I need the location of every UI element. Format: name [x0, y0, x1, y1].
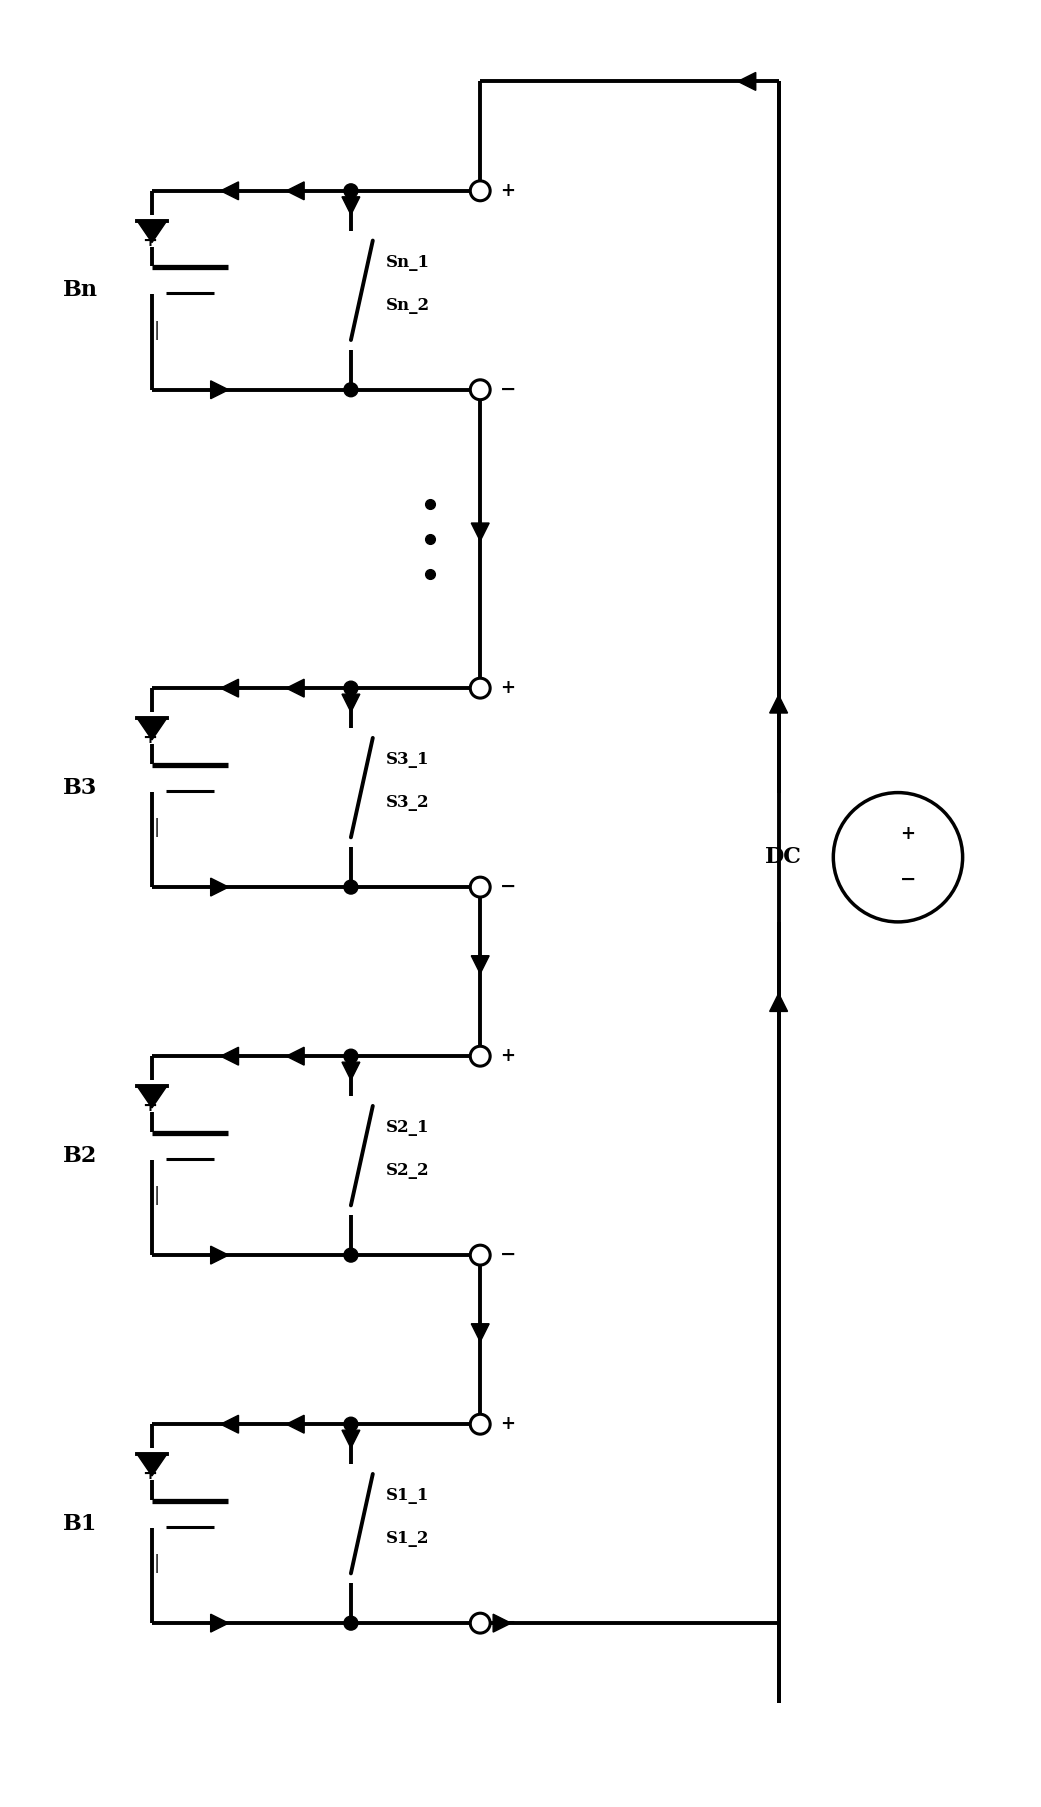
Polygon shape: [472, 522, 489, 540]
Circle shape: [344, 1417, 358, 1431]
Polygon shape: [286, 1415, 304, 1433]
Text: |: |: [154, 1185, 160, 1205]
Polygon shape: [137, 717, 167, 739]
Text: +: +: [500, 1415, 515, 1433]
Text: +: +: [143, 728, 157, 746]
Polygon shape: [493, 1614, 511, 1632]
Text: S2_1: S2_1: [386, 1119, 429, 1137]
Circle shape: [344, 184, 358, 197]
Polygon shape: [472, 1325, 489, 1341]
Text: −: −: [500, 1614, 516, 1632]
Circle shape: [344, 1249, 358, 1261]
Polygon shape: [341, 1429, 360, 1447]
Text: −: −: [500, 1247, 516, 1265]
Text: |: |: [154, 819, 160, 837]
Circle shape: [471, 181, 490, 201]
Circle shape: [344, 1050, 358, 1063]
Text: |: |: [154, 1554, 160, 1572]
Polygon shape: [286, 1048, 304, 1064]
Polygon shape: [137, 1455, 167, 1476]
Polygon shape: [137, 1086, 167, 1108]
Text: +: +: [500, 679, 515, 698]
Text: +: +: [900, 826, 915, 844]
Text: −: −: [500, 381, 516, 399]
Polygon shape: [341, 1063, 360, 1081]
Text: B3: B3: [64, 777, 98, 799]
Polygon shape: [286, 183, 304, 201]
Text: −: −: [500, 878, 516, 896]
Circle shape: [471, 876, 490, 896]
Polygon shape: [769, 994, 788, 1012]
Text: B2: B2: [64, 1144, 98, 1167]
Circle shape: [471, 1415, 490, 1435]
Circle shape: [834, 793, 963, 922]
Text: S1_1: S1_1: [386, 1487, 429, 1503]
Text: S2_2: S2_2: [386, 1162, 429, 1178]
Polygon shape: [210, 1614, 229, 1632]
Text: S3_2: S3_2: [386, 793, 429, 811]
Polygon shape: [210, 381, 229, 399]
Circle shape: [344, 383, 358, 398]
Polygon shape: [221, 1048, 238, 1064]
Polygon shape: [137, 220, 167, 242]
Circle shape: [471, 1046, 490, 1066]
Text: +: +: [143, 1097, 157, 1115]
Polygon shape: [221, 183, 238, 201]
Text: +: +: [500, 183, 515, 201]
Polygon shape: [341, 197, 360, 215]
Text: Sn_1: Sn_1: [386, 255, 430, 271]
Text: S1_2: S1_2: [386, 1531, 429, 1547]
Text: +: +: [143, 231, 157, 249]
Text: DC: DC: [765, 846, 802, 867]
Text: Sn_2: Sn_2: [386, 296, 430, 314]
Circle shape: [344, 1615, 358, 1630]
Text: +: +: [143, 1465, 157, 1484]
Text: +: +: [500, 1048, 515, 1064]
Text: |: |: [154, 320, 160, 340]
Circle shape: [471, 1614, 490, 1634]
Circle shape: [344, 681, 358, 696]
Text: S3_1: S3_1: [386, 752, 429, 768]
Circle shape: [471, 379, 490, 399]
Polygon shape: [472, 956, 489, 974]
Text: −: −: [899, 871, 916, 889]
Polygon shape: [221, 679, 238, 698]
Polygon shape: [769, 696, 788, 714]
Circle shape: [471, 1245, 490, 1265]
Text: Bn: Bn: [62, 280, 98, 302]
Polygon shape: [738, 72, 756, 90]
Polygon shape: [286, 679, 304, 698]
Text: B1: B1: [64, 1512, 98, 1534]
Polygon shape: [341, 694, 360, 712]
Polygon shape: [210, 878, 229, 896]
Circle shape: [471, 678, 490, 698]
Polygon shape: [210, 1247, 229, 1265]
Circle shape: [344, 880, 358, 894]
Polygon shape: [221, 1415, 238, 1433]
